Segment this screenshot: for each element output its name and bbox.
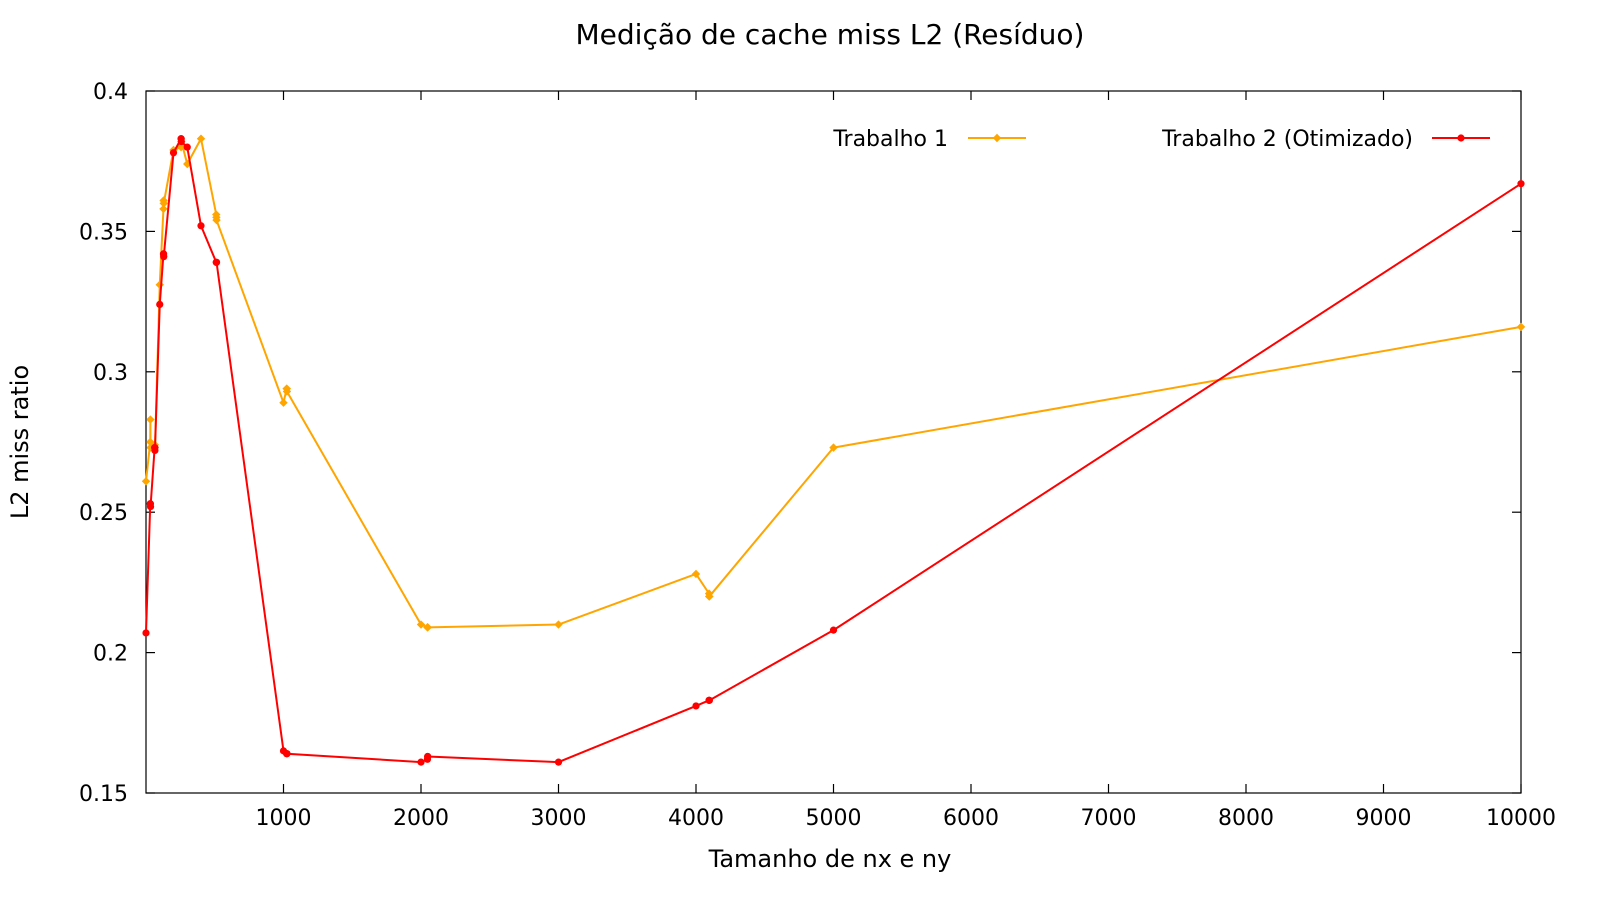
x-tick-label: 3000: [531, 806, 587, 831]
x-axis: 1000 2000 3000 4000 5000 6000 7000 8000 9000 1000…: [256, 91, 1556, 831]
y-tick-label: 0.2: [93, 642, 128, 667]
x-tick-label: 2000: [393, 806, 449, 831]
data-point: [283, 750, 291, 758]
legend-marker: [1457, 134, 1465, 142]
data-point: [142, 629, 150, 637]
data-point: [155, 280, 164, 289]
y-tick-label: 0.25: [79, 501, 128, 526]
legend-label: Trabalho 1: [832, 127, 948, 152]
x-tick-label: 8000: [1218, 806, 1274, 831]
y-tick-label: 0.3: [93, 361, 128, 386]
data-point: [197, 222, 205, 230]
y-axis: 0.15 0.2 0.25 0.3 0.35 0.4: [79, 80, 1521, 807]
series-2: [142, 135, 1525, 766]
x-tick-label: 6000: [943, 806, 999, 831]
data-point: [177, 137, 185, 146]
data-point: [829, 443, 838, 452]
data-point: [423, 623, 432, 632]
chart-title: Medição de cache miss L2 (Resíduo): [576, 18, 1085, 51]
legend-item-2: Trabalho 2 (Otimizado): [1161, 127, 1490, 152]
data-point: [151, 446, 159, 455]
data-point: [417, 758, 425, 766]
data-point: [1517, 180, 1525, 188]
series-line: [145, 137, 1522, 629]
data-point: [691, 569, 701, 579]
x-tick-label: 5000: [806, 806, 862, 831]
data-point: [146, 415, 155, 424]
data-point: [279, 398, 288, 407]
y-tick-label: 0.4: [93, 80, 128, 105]
data-point: [554, 758, 563, 766]
data-point: [160, 253, 168, 261]
data-point: [554, 620, 563, 629]
series-1: [141, 134, 1526, 632]
data-point: [212, 215, 221, 225]
legend-marker: [992, 133, 1002, 143]
data-point: [146, 502, 155, 511]
x-tick-label: 4000: [668, 806, 724, 831]
x-tick-label: 7000: [1081, 806, 1137, 831]
data-point: [196, 134, 206, 143]
data-point: [692, 702, 700, 710]
data-point: [156, 300, 164, 309]
y-tick-label: 0.35: [79, 220, 128, 245]
y-tick-label: 0.15: [79, 782, 128, 807]
plot-frame: [145, 90, 1522, 794]
data-point: [183, 159, 192, 169]
data-point: [705, 592, 714, 601]
legend-label: Trabalho 2 (Otimizado): [1161, 127, 1413, 152]
legend: Trabalho 1 Trabalho 2 (Otimizado): [832, 127, 1490, 152]
data-point: [141, 477, 151, 486]
data-point: [705, 696, 713, 704]
data-point: [159, 204, 168, 214]
data-point: [183, 143, 191, 151]
data-point: [159, 199, 168, 208]
data-point: [1516, 322, 1526, 332]
x-tick-label: 10000: [1486, 806, 1556, 831]
x-axis-label: Tamanho de nx e ny: [708, 845, 952, 873]
legend-item-1: Trabalho 1: [832, 127, 1026, 152]
data-point: [282, 387, 292, 396]
y-axis-label: L2 miss ratio: [6, 365, 34, 519]
series-layer: [141, 134, 1526, 766]
data-point: [169, 149, 178, 157]
x-tick-label: 9000: [1356, 806, 1412, 831]
data-point: [424, 752, 432, 761]
data-point: [416, 620, 426, 629]
x-tick-label: 1000: [256, 806, 312, 831]
data-point: [829, 626, 838, 634]
data-point: [212, 258, 221, 266]
